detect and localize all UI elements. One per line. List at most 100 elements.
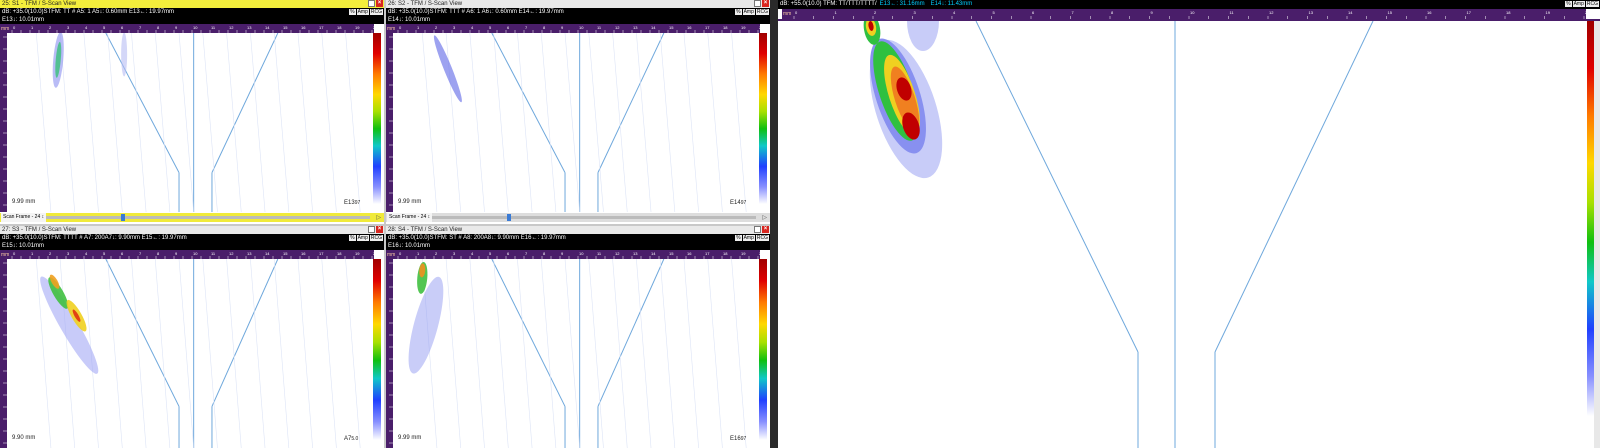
percent-badge[interactable]: % [349, 9, 356, 15]
defect-indication[interactable] [33, 272, 105, 378]
scan-image[interactable] [393, 259, 759, 448]
defect-indication[interactable] [51, 33, 128, 88]
cursor-value: 97 [740, 436, 747, 442]
top-ruler[interactable]: mm01234567891011121314151617181920 [0, 24, 374, 33]
scan-image[interactable] [393, 33, 759, 212]
mode-badges[interactable]: % Amp RCG [349, 9, 383, 15]
ruler-tick-label: 18 [723, 25, 728, 30]
combined-color-palette[interactable] [1587, 21, 1594, 416]
depth-readout: 9.90 mm [12, 435, 36, 441]
play-icon[interactable]: ▷ [376, 215, 381, 221]
color-palette[interactable] [759, 33, 767, 204]
panel-info-header: dB: +35.0(10.0)STFM: ST # A8: 200A8↓: 9.… [386, 234, 770, 250]
scan-frame-slider[interactable] [46, 214, 370, 221]
maximize-icon[interactable] [754, 226, 761, 233]
top-ruler[interactable]: mm01234567891011121314151617181920 [0, 250, 374, 259]
defect-indication[interactable] [401, 261, 450, 377]
scan-panel-s3[interactable]: 27: S3 - TFM / S-Scan View × dB: +35.0(10.… [0, 226, 384, 448]
noise-streak [107, 33, 123, 212]
weld-geometry-line [491, 33, 566, 173]
percent-badge[interactable]: % [349, 235, 356, 241]
scan-frame-slider[interactable] [432, 214, 756, 221]
ruler-tick-label: 2 [874, 10, 877, 15]
combined-view-header: dB: +55.0(10.0) TFM: TT/TTT/TTTT/E13←: 3… [778, 0, 1600, 9]
scan-frame-thumb[interactable] [506, 214, 511, 221]
ruler-unit: mm [387, 252, 395, 258]
play-icon[interactable]: ▷ [762, 215, 767, 221]
combined-scan-image[interactable] [778, 21, 1586, 448]
rcg-badge[interactable]: RCG [369, 235, 383, 241]
defect-indication[interactable] [431, 34, 465, 104]
noise-streak [683, 33, 699, 212]
noise-streak [636, 33, 652, 212]
panel-title-bar[interactable]: 28: S4 - TFM / S-Scan View × [386, 226, 770, 234]
top-ruler[interactable]: mm01234567891011121314151617181920 [386, 24, 760, 33]
weld-geometry-line [597, 259, 665, 407]
percent-badge[interactable]: % [735, 9, 742, 15]
left-ruler[interactable] [0, 33, 7, 212]
ruler-tick-label: 12 [229, 25, 234, 30]
panel-title-bar[interactable]: 25: S1 - TFM / S-Scan View × [0, 0, 384, 8]
mode-badges[interactable]: % Amp RCG [349, 235, 383, 241]
percent-badge[interactable]: % [1565, 1, 1572, 7]
close-icon[interactable]: × [376, 226, 383, 233]
rcg-badge[interactable]: RCG [755, 235, 769, 241]
left-ruler[interactable] [386, 33, 393, 212]
scan-frame-label[interactable]: Scan Frame - 24 ↕ [387, 213, 433, 222]
scan-panel-s2[interactable]: 26: S2 - TFM / S-Scan View × dB: +35.0(10.… [386, 0, 770, 224]
maximize-icon[interactable] [368, 226, 375, 233]
scan-frame-text: Scan Frame - 24 [3, 214, 41, 220]
combined-top-ruler[interactable]: mm01234567891011121314151617181920 [782, 9, 1586, 19]
noise-streak [131, 259, 147, 448]
ruler-tick-label: 17 [319, 251, 324, 256]
scan-panel-s4[interactable]: 28: S4 - TFM / S-Scan View × dB: +35.0(10.… [386, 226, 770, 448]
amp-badge[interactable]: Amp [356, 9, 369, 15]
ruler-tick-label: 11 [597, 25, 602, 30]
combined-mode-badges[interactable]: % Amp RCG [1565, 1, 1599, 7]
view-splitter[interactable] [770, 0, 778, 448]
amp-badge[interactable]: Amp [1572, 1, 1585, 7]
percent-badge[interactable]: % [735, 235, 742, 241]
rcg-badge[interactable]: RCG [369, 9, 383, 15]
scan-frame-thumb[interactable] [120, 214, 125, 221]
ruler-tick-label: 2 [435, 25, 438, 30]
ruler-tick-label: 19 [741, 25, 746, 30]
rcg-badge[interactable]: RCG [1585, 1, 1599, 7]
left-ruler[interactable] [386, 259, 393, 448]
ruler-tick-label: 6 [507, 25, 510, 30]
maximize-icon[interactable] [754, 0, 761, 7]
ruler-tick-label: 3 [914, 10, 917, 15]
scan-frame-bar[interactable]: Scan Frame - 24 ↕ ▷ [386, 213, 770, 222]
scan-image[interactable] [7, 259, 373, 448]
scan-image[interactable] [7, 33, 373, 212]
panel-title: 26: S2 - TFM / S-Scan View [388, 1, 463, 7]
scan-frame-bar[interactable]: Scan Frame - 24 ↕ ▷ [0, 213, 384, 222]
mode-badges[interactable]: % Amp RCG [735, 235, 769, 241]
amp-badge[interactable]: Amp [742, 235, 755, 241]
amp-badge[interactable]: Amp [742, 9, 755, 15]
panel-separator-horizontal[interactable] [0, 224, 770, 226]
mode-badges[interactable]: % Amp RCG [735, 9, 769, 15]
left-ruler[interactable] [0, 259, 7, 448]
noise-streak [469, 33, 485, 212]
top-ruler[interactable]: mm01234567891011121314151617181920 [386, 250, 760, 259]
close-icon[interactable]: × [762, 226, 769, 233]
amp-badge[interactable]: Amp [356, 235, 369, 241]
rcg-badge[interactable]: RCG [755, 9, 769, 15]
ruler-tick-label: 17 [319, 25, 324, 30]
panel-title-bar[interactable]: 26: S2 - TFM / S-Scan View × [386, 0, 770, 8]
ruler-tick-label: 1 [417, 251, 420, 256]
scan-panel-s1[interactable]: 25: S1 - TFM / S-Scan View × dB: +35.0(10.… [0, 0, 384, 224]
close-icon[interactable]: × [376, 0, 383, 7]
color-palette[interactable] [759, 259, 767, 440]
close-icon[interactable]: × [762, 0, 769, 7]
combined-tfm-view[interactable]: dB: +55.0(10.0) TFM: TT/TTT/TTTT/E13←: 3… [778, 0, 1600, 448]
maximize-icon[interactable] [368, 0, 375, 7]
scan-frame-label[interactable]: Scan Frame - 24 ↕ [1, 213, 47, 222]
noise-streak [226, 33, 242, 212]
panel-title-bar[interactable]: 27: S3 - TFM / S-Scan View × [0, 226, 384, 234]
noise-streak [493, 259, 509, 448]
color-palette[interactable] [373, 33, 381, 204]
color-palette[interactable] [373, 259, 381, 440]
combined-defect-indication[interactable] [855, 21, 957, 187]
